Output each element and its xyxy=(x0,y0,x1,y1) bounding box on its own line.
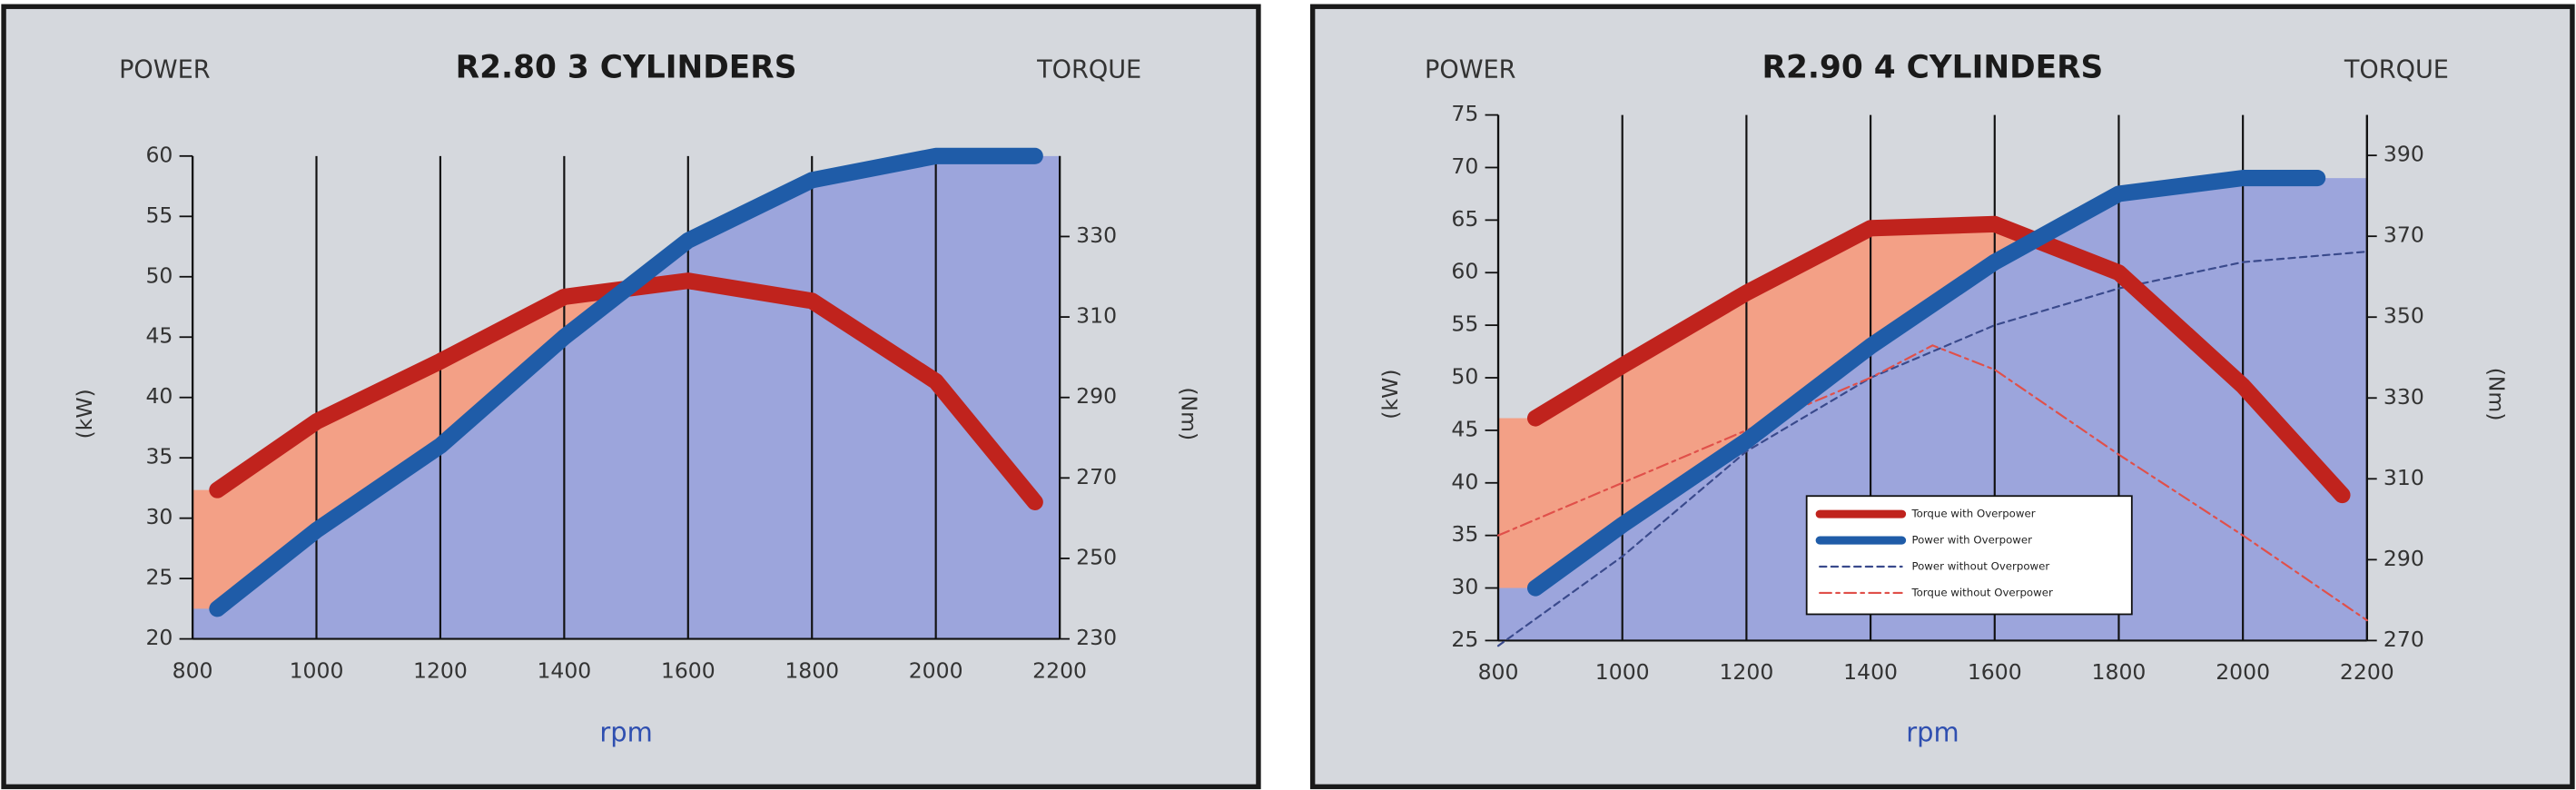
legend: Torque with Overpower Power with Overpowe… xyxy=(1805,495,2133,616)
x-tick-label: 1000 xyxy=(1595,659,1650,685)
y2-axis-title: (Nm) xyxy=(2483,368,2509,421)
x-axis-title: rpm xyxy=(599,717,652,748)
x-tick-label: 800 xyxy=(1478,659,1519,685)
legend-label: Torque without Overpower xyxy=(1910,586,2053,598)
y2-tick-label: 310 xyxy=(2384,465,2424,490)
y2-tick-label: 330 xyxy=(1076,222,1117,248)
area-fill xyxy=(192,155,1061,639)
x-tick-label: 1400 xyxy=(1843,659,1898,685)
y-tick-label: 70 xyxy=(1451,153,1478,179)
legend-label: Power without Overpower xyxy=(1911,560,2049,573)
y-tick-label: 25 xyxy=(145,565,173,590)
y2-tick-label: 390 xyxy=(2384,142,2424,167)
series-line xyxy=(1526,170,2326,597)
chart-panel: R2.90 4 CYLINDERS POWER TORQUE (kW) (Nm) rpm 8… xyxy=(1309,4,2575,790)
x-axis-title: rpm xyxy=(1906,717,1959,748)
series-line xyxy=(1526,215,2351,504)
x-tick-label: 1800 xyxy=(785,657,839,683)
x-tick-label: 2000 xyxy=(909,657,963,683)
x-tick-label: 2000 xyxy=(2216,659,2270,685)
legend-label: Torque with Overpower xyxy=(1910,508,2035,520)
y2-tick-label: 350 xyxy=(2384,303,2424,329)
y-tick-label: 75 xyxy=(1451,101,1478,126)
y-tick-label: 30 xyxy=(1451,574,1478,599)
y-tick-label: 40 xyxy=(145,383,173,409)
y-tick-label: 45 xyxy=(145,323,173,349)
y-tick-label: 30 xyxy=(145,504,173,529)
chart-panel: R2.80 3 CYLINDERS POWER TORQUE (kW) (Nm) rpm 8… xyxy=(1,4,1261,790)
y-tick-label: 35 xyxy=(145,444,173,469)
y-axis-title: (kW) xyxy=(1377,370,1403,420)
x-tick-label: 2200 xyxy=(1032,657,1087,683)
left-axis-heading: POWER xyxy=(119,55,211,84)
x-tick-label: 1600 xyxy=(1968,659,2022,685)
right-axis-heading: TORQUE xyxy=(1036,55,1141,84)
x-tick-label: 1000 xyxy=(290,657,344,683)
y-tick-label: 35 xyxy=(1451,521,1478,547)
x-tick-label: 1200 xyxy=(413,657,468,683)
left-axis-heading: POWER xyxy=(1425,55,1516,84)
x-tick-label: 1600 xyxy=(661,657,716,683)
series-line xyxy=(1496,344,2368,622)
series-line xyxy=(209,147,1043,617)
x-tick-label: 800 xyxy=(173,657,213,683)
x-tick-label: 2200 xyxy=(2340,659,2394,685)
y2-tick-label: 290 xyxy=(2384,546,2424,571)
x-tick-label: 1800 xyxy=(2092,659,2147,685)
y2-tick-label: 290 xyxy=(1076,383,1117,409)
y-tick-label: 55 xyxy=(1451,311,1478,337)
y2-tick-label: 270 xyxy=(2384,627,2424,652)
y2-axis-title: (Nm) xyxy=(1177,387,1202,440)
y2-tick-label: 310 xyxy=(1076,303,1117,329)
chart-title: R2.80 3 CYLINDERS xyxy=(456,49,797,85)
plot-area xyxy=(192,155,1061,639)
y-tick-label: 50 xyxy=(1451,364,1478,390)
y2-tick-label: 250 xyxy=(1076,544,1117,569)
y2-tick-label: 330 xyxy=(2384,384,2424,410)
x-tick-label: 1200 xyxy=(1719,659,1773,685)
y-tick-label: 40 xyxy=(1451,469,1478,494)
chart-title: R2.90 4 CYLINDERS xyxy=(1762,49,2104,85)
legend-label: Power with Overpower xyxy=(1911,534,2032,547)
y-tick-label: 65 xyxy=(1451,206,1478,232)
y-tick-label: 55 xyxy=(145,202,173,228)
y-tick-label: 45 xyxy=(1451,416,1478,441)
y-tick-label: 60 xyxy=(145,142,173,167)
y2-tick-label: 230 xyxy=(1076,625,1117,650)
y2-tick-label: 270 xyxy=(1076,464,1117,489)
right-axis-heading: TORQUE xyxy=(2344,55,2449,84)
y-tick-label: 20 xyxy=(145,625,173,650)
y-axis-title: (kW) xyxy=(72,389,97,439)
y-tick-label: 60 xyxy=(1451,259,1478,284)
x-tick-label: 1400 xyxy=(537,657,591,683)
y-tick-label: 50 xyxy=(145,262,173,288)
series-line xyxy=(1496,251,2368,647)
y2-tick-label: 370 xyxy=(2384,222,2424,248)
y-tick-label: 25 xyxy=(1451,627,1478,652)
